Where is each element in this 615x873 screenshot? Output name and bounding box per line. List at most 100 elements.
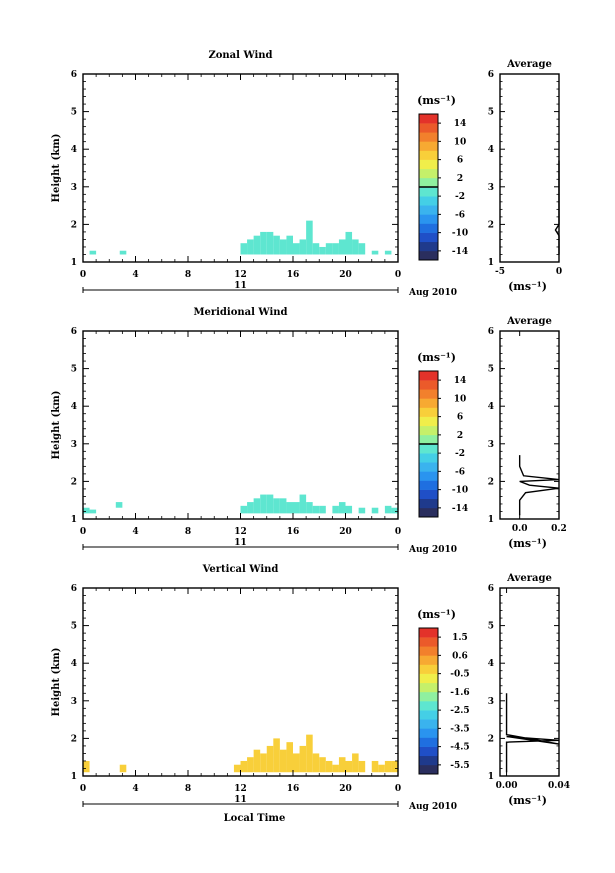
colorbar-swatch [419,416,438,427]
colorbar-swatch [419,710,438,720]
colorbar-label: -14 [452,504,468,514]
plot-frame [82,330,399,520]
colorbar-swatch [419,480,438,490]
heatmap-cell [371,760,379,773]
day-label: 11 [234,281,247,291]
average-title: Average [506,316,552,327]
y-axis-label: Height (km) [51,134,62,203]
x-tick-label: 16 [287,527,300,537]
month-label: Aug 2010 [408,802,457,812]
average-x-label: (ms⁻¹) [508,794,547,807]
colorbar-swatch [419,223,438,233]
colorbar-swatch [419,389,438,399]
x-tick-label: 0 [395,784,401,794]
heatmap-cell [384,760,392,773]
average-y-tick-label: 6 [488,70,494,80]
y-tick-label: 4 [71,659,77,669]
heatmap-cell [279,498,287,514]
panel-title: Meridional Wind [193,307,287,318]
average-y-tick-label: 5 [488,622,494,632]
y-tick-label: 6 [71,70,77,80]
colorbar-label: 1.5 [452,633,468,643]
colorbar-swatch [419,462,438,472]
colorbar-swatch [419,471,438,481]
x-tick-label: 16 [287,784,300,794]
heatmap-cell [260,494,267,514]
average-profile-line [518,455,560,516]
month-label: Aug 2010 [408,288,457,298]
heatmap-cell [358,507,366,514]
average-y-tick-label: 5 [488,108,494,118]
heatmap-cell [273,738,280,773]
heatmap-cell [338,757,346,773]
heatmap-cell [266,231,274,255]
colorbar-swatch [419,141,438,151]
colorbar-label: -10 [452,229,468,239]
average-y-tick-label: 1 [488,258,494,268]
y-tick-label: 5 [71,108,77,118]
heatmap-cell [247,502,254,514]
heatmap-cell [306,220,313,255]
average-x-label: (ms⁻¹) [508,280,547,293]
heatmap-cell [286,502,293,514]
heatmap-cell [299,745,307,773]
x-tick-label: 0 [80,527,86,537]
colorbar-swatch [419,701,438,711]
colorbar-label: -6 [455,467,465,477]
heatmap-cell [358,243,366,255]
heatmap-cell [260,231,267,255]
heatmap-cell [266,494,274,514]
x-tick-label: 4 [132,270,138,280]
colorbar-swatch [419,371,438,381]
heatmap-cell [358,760,366,773]
colorbar-swatch [419,489,438,500]
x-tick-label: 8 [185,784,191,794]
colorbar-label: -2 [455,192,465,202]
heatmap-cell [89,509,97,514]
colorbar-swatch [419,691,438,702]
heatmap-cell [384,250,392,255]
colorbar-swatch [419,755,438,766]
heatmap-cell [338,239,346,255]
x-tick-label: 8 [185,270,191,280]
y-tick-label: 1 [71,772,77,782]
panel-title: Zonal Wind [208,50,272,61]
colorbar-swatch [419,764,438,775]
x-tick-label: 20 [339,784,352,794]
colorbar-label: 10 [454,394,467,404]
average-x-tick-label: 0.2 [551,524,567,534]
y-tick-label: 5 [71,365,77,375]
panel-title: Vertical Wind [202,564,279,575]
colorbar-swatch [419,646,438,656]
x-tick-label: 12 [234,784,247,794]
y-tick-label: 6 [71,584,77,594]
average-y-tick-label: 2 [488,734,494,744]
heatmap-cell [247,757,254,773]
x-tick-label: 4 [132,784,138,794]
heatmap-cell [384,505,392,514]
heatmap-cell [83,760,90,773]
heatmap-cell [279,749,287,773]
colorbar-label: -10 [452,486,468,496]
heatmap-cell [293,753,300,773]
heatmap-cell [319,246,326,255]
average-y-tick-label: 6 [488,584,494,594]
colorbar-swatch [419,746,438,757]
heatmap-cell [273,498,280,514]
heatmap-cell [89,250,97,255]
average-x-tick-label: 0.0 [512,524,528,534]
average-x-tick-label: 0.00 [496,781,518,791]
heatmap-cell [260,753,267,773]
average-y-tick-label: 3 [488,440,494,450]
y-tick-label: 4 [71,145,77,155]
y-axis-label: Height (km) [51,648,62,717]
y-tick-label: 5 [71,622,77,632]
average-frame [499,73,560,263]
heatmap-cell [83,507,90,514]
colorbar-swatch [419,682,438,693]
heatmap-cell [345,231,353,255]
colorbar-label: -0.5 [450,670,469,680]
heatmap-cell [371,250,379,255]
